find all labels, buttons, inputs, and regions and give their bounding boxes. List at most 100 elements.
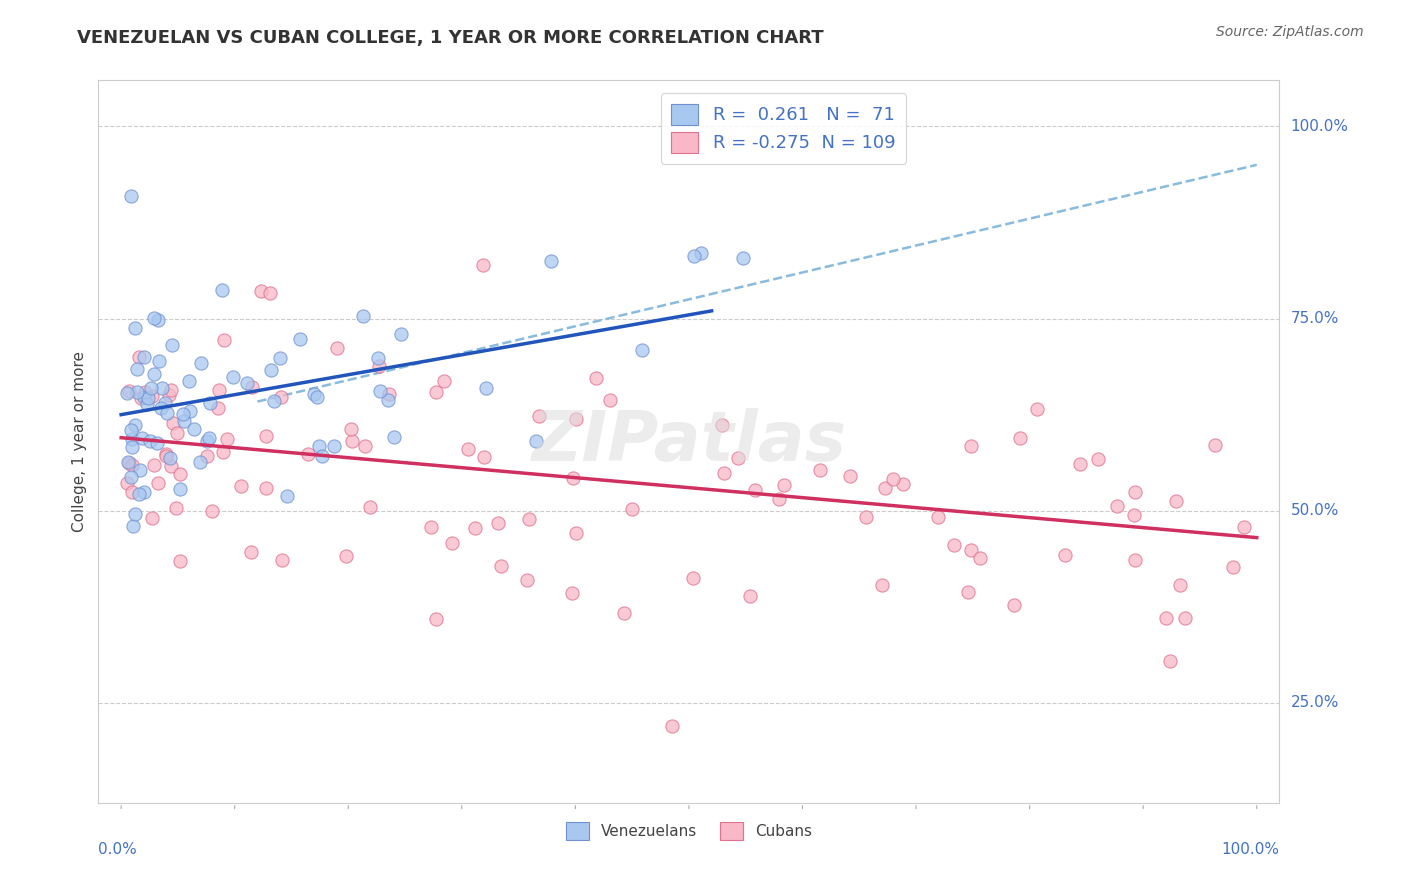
Point xyxy=(1222,560,1244,574)
Point xyxy=(259,285,281,300)
Point xyxy=(433,374,456,388)
Point xyxy=(561,586,583,600)
Text: Source: ZipAtlas.com: Source: ZipAtlas.com xyxy=(1216,25,1364,39)
Text: VENEZUELAN VS CUBAN COLLEGE, 1 YEAR OR MORE CORRELATION CHART: VENEZUELAN VS CUBAN COLLEGE, 1 YEAR OR M… xyxy=(77,29,824,47)
Point xyxy=(188,455,211,469)
Point xyxy=(121,485,143,500)
Point xyxy=(166,501,188,516)
Point xyxy=(727,450,749,465)
Point xyxy=(768,492,790,507)
Text: 25.0%: 25.0% xyxy=(1291,696,1339,710)
Point xyxy=(212,445,235,459)
Point xyxy=(489,559,512,574)
Point xyxy=(457,442,479,457)
Point xyxy=(157,387,180,401)
Point xyxy=(323,439,346,453)
Point xyxy=(517,511,540,525)
Point xyxy=(1107,499,1129,513)
Point xyxy=(359,500,381,515)
Point xyxy=(162,416,184,430)
Point xyxy=(1053,548,1076,562)
Point xyxy=(179,403,201,417)
Point xyxy=(128,350,150,364)
Point xyxy=(486,516,509,531)
Point xyxy=(297,447,319,461)
Point xyxy=(195,450,218,464)
Point xyxy=(613,606,636,620)
Point xyxy=(565,526,588,541)
Point xyxy=(172,408,194,422)
Point xyxy=(148,475,170,490)
Point xyxy=(683,249,706,263)
Point xyxy=(368,359,391,373)
Point xyxy=(620,502,643,516)
Point xyxy=(117,385,139,400)
Point xyxy=(599,392,621,407)
Point xyxy=(124,507,146,521)
Point xyxy=(215,432,238,446)
Point xyxy=(772,477,794,491)
Point xyxy=(166,425,188,440)
Point xyxy=(222,369,245,384)
Point xyxy=(516,573,538,587)
Point xyxy=(425,612,447,626)
Point xyxy=(169,554,191,568)
Point xyxy=(132,350,155,364)
Legend: Venezuelans, Cubans: Venezuelans, Cubans xyxy=(560,816,818,846)
Point xyxy=(1123,485,1146,500)
Point xyxy=(148,354,170,368)
Point xyxy=(173,414,195,428)
Point xyxy=(136,391,159,405)
Point xyxy=(162,337,184,351)
Point xyxy=(146,313,169,327)
Point xyxy=(957,584,980,599)
Point xyxy=(1168,577,1191,591)
Point xyxy=(308,439,330,453)
Point xyxy=(121,433,143,447)
Point xyxy=(288,332,311,346)
Point xyxy=(335,549,357,563)
Point xyxy=(141,382,163,396)
Point xyxy=(131,392,153,406)
Point xyxy=(155,406,177,420)
Point xyxy=(131,431,153,445)
Point xyxy=(744,483,766,497)
Point xyxy=(142,458,165,472)
Point xyxy=(254,429,277,443)
Point xyxy=(342,434,364,448)
Point xyxy=(524,434,547,449)
Point xyxy=(1002,598,1025,612)
Point xyxy=(271,553,294,567)
Point xyxy=(134,390,156,404)
Point xyxy=(256,481,278,495)
Point xyxy=(128,486,150,500)
Point xyxy=(198,431,221,445)
Point xyxy=(120,469,142,483)
Point xyxy=(540,254,562,268)
Point xyxy=(117,475,139,490)
Point xyxy=(305,390,328,404)
Point xyxy=(1008,431,1031,445)
Point xyxy=(153,396,176,410)
Text: ZIPatlas: ZIPatlas xyxy=(531,408,846,475)
Point xyxy=(118,384,141,398)
Point xyxy=(339,422,361,436)
Point xyxy=(377,393,399,408)
Y-axis label: College, 1 year or more: College, 1 year or more xyxy=(72,351,87,532)
Point xyxy=(1233,520,1256,534)
Point xyxy=(121,441,143,455)
Point xyxy=(260,362,283,376)
Point xyxy=(682,571,704,585)
Text: 75.0%: 75.0% xyxy=(1291,311,1339,326)
Point xyxy=(384,430,406,444)
Point xyxy=(689,246,711,260)
Point xyxy=(127,384,149,399)
Point xyxy=(1159,654,1181,668)
Point xyxy=(155,450,177,464)
Point xyxy=(839,468,862,483)
Point xyxy=(927,509,949,524)
Point xyxy=(389,327,412,342)
Point xyxy=(134,384,156,399)
Point xyxy=(565,412,588,426)
Point xyxy=(1154,611,1177,625)
